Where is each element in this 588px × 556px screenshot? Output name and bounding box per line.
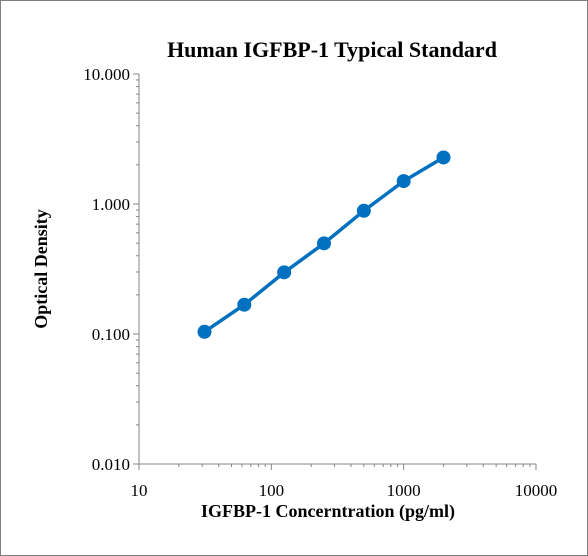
y-tick-label: 0.100 xyxy=(92,325,130,344)
chart-title: Human IGFBP-1 Typical Standard xyxy=(167,37,497,62)
x-axis-title: IGFBP-1 Concerntration (pg/ml) xyxy=(201,501,455,522)
axes xyxy=(138,74,536,465)
data-point xyxy=(396,174,411,189)
data-point xyxy=(316,236,331,251)
y-axis-title: Optical Density xyxy=(31,209,51,329)
data-series xyxy=(197,150,451,339)
data-point xyxy=(197,324,212,339)
tick-marks xyxy=(133,73,537,470)
x-tick-label: 100 xyxy=(259,481,285,500)
x-tick-label: 1000 xyxy=(387,481,421,500)
y-tick-label: 10.000 xyxy=(83,65,130,84)
y-tick-label: 1.000 xyxy=(92,195,130,214)
x-tick-label: 10000 xyxy=(515,481,558,500)
data-point xyxy=(237,297,252,312)
data-point xyxy=(277,265,292,280)
x-tick-label: 10 xyxy=(131,481,148,500)
y-tick-label: 0.010 xyxy=(92,455,130,474)
data-point xyxy=(436,150,451,165)
data-point xyxy=(356,203,371,218)
